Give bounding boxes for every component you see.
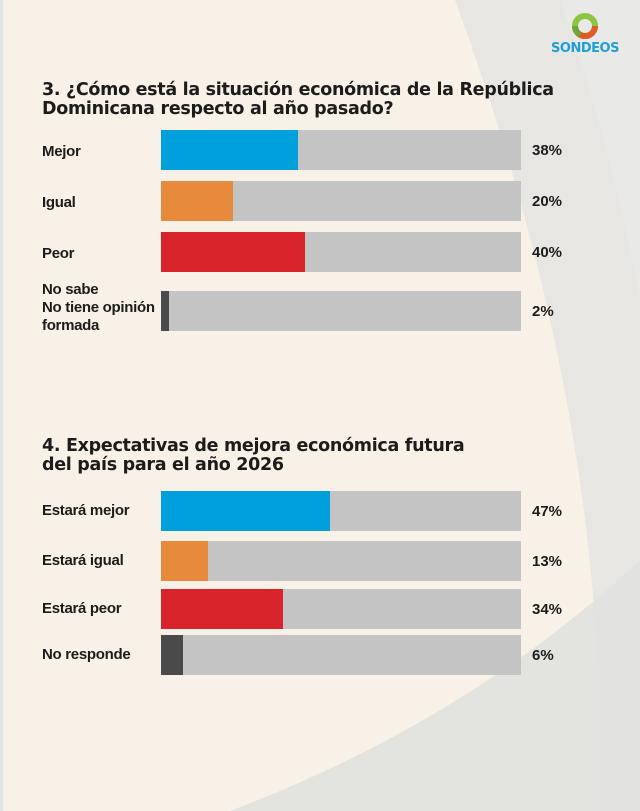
category-label: Igual bbox=[42, 194, 76, 212]
bar-fill bbox=[161, 491, 330, 531]
bar-track bbox=[161, 635, 521, 675]
bar-fill bbox=[161, 130, 298, 170]
chart-title-line: Dominicana respecto al año pasado? bbox=[42, 99, 394, 119]
value-label: 38% bbox=[532, 142, 563, 159]
category-label: Peor bbox=[42, 245, 74, 263]
value-label: 6% bbox=[532, 647, 554, 664]
value-label: 47% bbox=[532, 503, 563, 520]
bar-fill bbox=[161, 181, 233, 221]
category-label: Estará peor bbox=[42, 600, 122, 618]
bar-track bbox=[161, 589, 521, 629]
value-label: 20% bbox=[532, 193, 563, 210]
bar-fill bbox=[161, 589, 283, 629]
category-label: Estará igual bbox=[42, 552, 124, 570]
category-label-line: Mejor bbox=[42, 143, 81, 160]
bar-fill bbox=[161, 291, 169, 331]
bar-fill bbox=[161, 635, 183, 675]
category-label-line: formada bbox=[42, 317, 100, 334]
bar-track bbox=[161, 181, 521, 221]
category-label-line: Peor bbox=[42, 245, 75, 262]
category-label-line: No tiene opinión bbox=[42, 299, 155, 316]
bar-track bbox=[161, 130, 521, 170]
sondeos-logo: SONDEOS bbox=[547, 12, 623, 56]
chart-title-line: del país para el año 2026 bbox=[42, 455, 284, 475]
value-label: 2% bbox=[532, 303, 554, 320]
value-label: 34% bbox=[532, 601, 563, 618]
category-label: No sabe No tiene opinión formada bbox=[42, 281, 155, 335]
bar-track bbox=[161, 491, 521, 531]
logo-ring-icon bbox=[571, 13, 598, 39]
category-label: Estará mejor bbox=[42, 502, 130, 520]
category-label-line: Estará igual bbox=[42, 552, 124, 569]
chart-title: 4. Expectativas de mejora económica futu… bbox=[42, 436, 465, 475]
bar-track bbox=[161, 232, 521, 272]
category-label-line: Estará peor bbox=[42, 600, 122, 617]
category-label-line: No sabe bbox=[42, 281, 99, 298]
bar-track bbox=[161, 291, 521, 331]
category-label-line: Estará mejor bbox=[42, 502, 130, 519]
bar-fill bbox=[161, 232, 305, 272]
category-label-line: Igual bbox=[42, 194, 76, 211]
value-label: 40% bbox=[532, 244, 563, 261]
chart-title-line: 4. Expectativas de mejora económica futu… bbox=[42, 436, 465, 456]
value-label: 13% bbox=[532, 553, 563, 570]
category-label: Mejor bbox=[42, 143, 81, 161]
chart-title-line: 3. ¿Cómo está la situación económica de … bbox=[42, 80, 554, 100]
page-edge bbox=[0, 0, 3, 811]
chart-title: 3. ¿Cómo está la situación económica de … bbox=[42, 81, 554, 119]
category-label: No responde bbox=[42, 646, 131, 664]
category-label-line: No responde bbox=[42, 646, 131, 663]
bar-track bbox=[161, 541, 521, 581]
bar-fill bbox=[161, 541, 208, 581]
logo-text: SONDEOS bbox=[551, 41, 619, 56]
